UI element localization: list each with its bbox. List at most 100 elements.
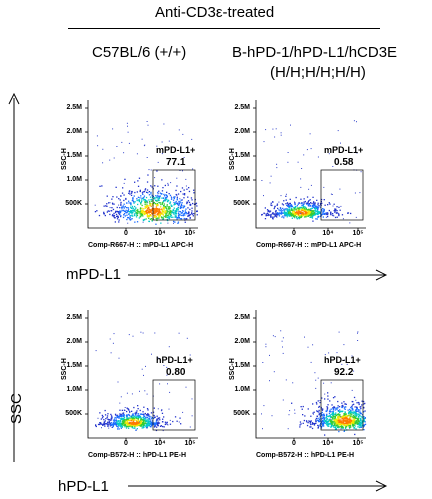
event-dot: [360, 425, 362, 428]
plot-axes: [87, 100, 198, 229]
event-dot: [191, 199, 193, 201]
event-dot: [327, 215, 329, 218]
event-dot: [116, 218, 119, 220]
event-dot: [159, 216, 161, 218]
event-dot: [301, 215, 303, 217]
event-dot: [337, 407, 339, 409]
event-dot: [146, 206, 148, 209]
event-dot: [114, 413, 117, 415]
event-dot: [350, 413, 352, 415]
event-dot: [283, 209, 285, 212]
event-dot: [320, 204, 322, 206]
event-dot: [302, 405, 304, 408]
event-dot: [294, 209, 296, 211]
event-dot: [162, 217, 164, 219]
event-dot: [139, 421, 141, 423]
event-dot: [334, 417, 336, 419]
event-dot: [176, 202, 178, 204]
event-dot: [114, 221, 116, 223]
event-dot: [184, 212, 186, 214]
event-dot: [334, 420, 336, 423]
event-dot: [180, 423, 182, 425]
event-dot: [355, 423, 357, 425]
event-dot: [148, 212, 150, 214]
event-dot: [282, 346, 283, 348]
event-dot: [280, 207, 282, 209]
event-dot: [162, 210, 164, 213]
event-dot: [312, 220, 314, 222]
event-dot: [314, 209, 316, 211]
event-dot: [288, 206, 290, 208]
x-tick-label: 10⁵: [184, 440, 196, 447]
event-dot: [351, 415, 353, 417]
event-dot: [354, 422, 356, 424]
event-dot: [109, 419, 112, 421]
event-dot: [153, 211, 155, 213]
event-dot: [288, 210, 290, 212]
event-dot: [121, 192, 124, 194]
event-dot: [122, 418, 124, 420]
event-dot: [318, 411, 320, 413]
event-dot: [131, 207, 133, 209]
event-dot: [146, 209, 148, 211]
event-dot: [356, 410, 358, 412]
event-dot: [127, 424, 129, 426]
event-dot: [112, 128, 114, 130]
event-dot: [131, 218, 133, 220]
event-dot: [185, 178, 187, 180]
flow-plot-wildtype-hpdl1: SSC-H 2.5M 2.0M 1.5M 1.0M 500K hPD-L1+ 0.80 0 10⁴…: [58, 310, 198, 463]
event-dot: [158, 417, 161, 419]
event-dot: [307, 215, 309, 217]
event-dot: [284, 208, 286, 210]
event-dot: [149, 202, 151, 204]
event-dot: [358, 413, 360, 415]
event-dot: [176, 196, 178, 198]
event-dot: [277, 207, 279, 210]
event-dot: [277, 212, 280, 215]
event-dot: [361, 416, 363, 418]
event-dot: [122, 206, 124, 208]
event-dot: [145, 425, 147, 428]
event-dot: [121, 417, 123, 419]
event-dot: [306, 203, 308, 205]
event-dot: [151, 198, 153, 201]
event-dot: [159, 213, 161, 215]
event-dot: [131, 427, 134, 429]
event-dot: [349, 420, 351, 422]
event-dot: [357, 423, 359, 426]
event-dot: [119, 212, 121, 214]
event-dot: [189, 208, 191, 211]
event-dot: [165, 198, 167, 200]
event-dot: [130, 210, 132, 212]
event-dot: [158, 422, 161, 424]
event-dot: [270, 202, 272, 204]
event-dot: [321, 423, 323, 425]
event-dot: [165, 207, 167, 209]
event-dot: [144, 189, 146, 191]
event-dot: [143, 414, 145, 416]
event-dot: [166, 210, 168, 212]
event-dot: [289, 208, 291, 211]
event-dot: [329, 203, 331, 205]
event-dot: [159, 197, 161, 199]
event-dot: [285, 195, 287, 197]
event-dot: [178, 421, 180, 423]
event-dot: [353, 417, 355, 419]
event-dot: [125, 197, 127, 200]
event-dot: [165, 196, 167, 199]
event-dot: [112, 215, 114, 217]
event-dot: [282, 207, 284, 210]
event-dot: [356, 421, 358, 424]
event-dot: [169, 216, 171, 218]
event-dot: [343, 359, 345, 361]
event-dot: [300, 206, 302, 209]
event-dot: [173, 222, 174, 224]
event-dot: [103, 422, 106, 424]
event-dot: [293, 214, 295, 216]
event-dot: [338, 426, 340, 428]
event-dot: [306, 210, 308, 212]
event-dot: [152, 212, 155, 214]
column-title-humanized: B-hPD-1/hPD-L1/hCD3E: [232, 44, 398, 61]
event-dot: [151, 420, 153, 422]
event-dot: [262, 362, 264, 363]
